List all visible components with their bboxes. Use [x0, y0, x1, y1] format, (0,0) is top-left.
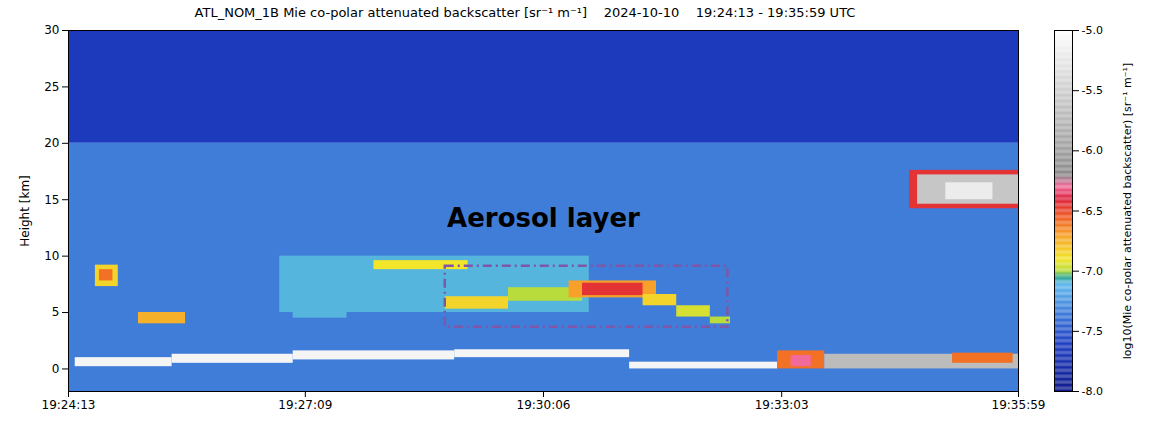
svg-text:-7.0: -7.0 — [1082, 265, 1103, 278]
svg-text:19:33:03: 19:33:03 — [755, 398, 809, 412]
svg-text:-5.5: -5.5 — [1082, 84, 1103, 97]
svg-text:-5.0: -5.0 — [1082, 24, 1103, 37]
svg-text:0: 0 — [52, 362, 60, 376]
svg-text:19:35:59: 19:35:59 — [992, 398, 1046, 412]
svg-text:20: 20 — [44, 136, 59, 150]
svg-text:19:30:06: 19:30:06 — [517, 398, 571, 412]
svg-text:-8.0: -8.0 — [1082, 385, 1103, 398]
svg-text:19:27:09: 19:27:09 — [278, 398, 332, 412]
svg-text:-6.0: -6.0 — [1082, 144, 1103, 157]
html-text:ATL_NOM_1B Mie co-polar attenu: ATL_NOM_1B Mie co-polar attenuated backs… — [194, 5, 856, 20]
svg-text:Height [km]: Height [km] — [18, 175, 32, 246]
svg-text:25: 25 — [44, 80, 59, 94]
svg-text:19:24:13: 19:24:13 — [42, 398, 96, 412]
svg-text:-7.5: -7.5 — [1082, 325, 1103, 338]
svg-text:Aerosol layer: Aerosol layer — [447, 203, 640, 233]
svg-text:-6.5: -6.5 — [1082, 205, 1103, 218]
svg-text:log10(Mie co-polar attenuated: log10(Mie co-polar attenuated backscatte… — [1121, 63, 1134, 360]
svg-text:10: 10 — [44, 249, 59, 263]
svg-text:15: 15 — [44, 193, 59, 207]
svg-text:30: 30 — [44, 23, 59, 37]
svg-text:5: 5 — [52, 305, 60, 319]
